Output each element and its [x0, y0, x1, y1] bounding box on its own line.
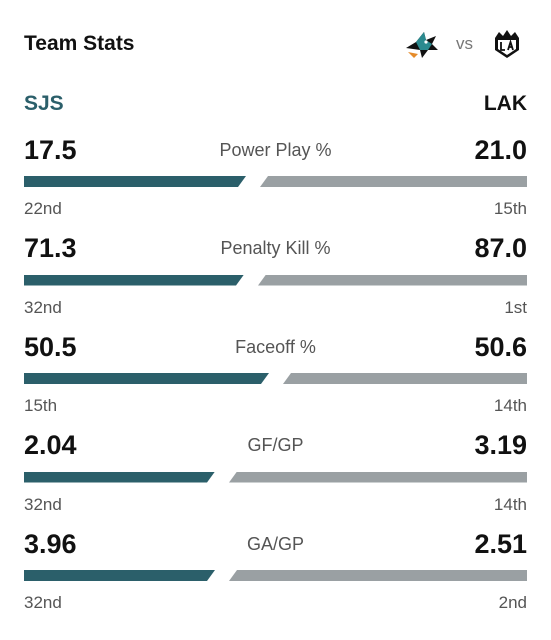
away-bar — [258, 274, 527, 286]
matchup: vs — [402, 24, 527, 64]
comparison-bar — [24, 176, 527, 187]
stat-label: Faceoff % — [235, 336, 316, 357]
vs-label: vs — [456, 34, 473, 53]
home-stat-value: 71.3 — [24, 233, 77, 263]
away-rank: 14th — [493, 396, 527, 415]
stat-label: Power Play % — [219, 139, 332, 160]
comparison-bar — [24, 274, 527, 286]
away-team-name: LAK — [483, 92, 527, 115]
home-bar — [24, 472, 215, 483]
home-stat-value: 50.5 — [24, 331, 77, 362]
stat-row-gf-gp: 2.04 GF/GP 3.19 32nd 14th — [24, 426, 527, 525]
home-rank: 15th — [24, 396, 58, 415]
away-rank: 2nd — [498, 593, 527, 612]
away-bar — [260, 176, 527, 187]
home-bar — [24, 275, 244, 286]
comparison-bar — [24, 570, 527, 581]
home-stat-value: 3.96 — [24, 528, 77, 559]
stat-row-faceoff: 50.5 Faceoff % 50.6 15th 14th — [24, 327, 527, 426]
stat-row-ga-gp: 3.96 GA/GP 2.51 32nd 2nd — [24, 524, 527, 623]
team-names: SJS LAK — [24, 90, 527, 118]
away-bar — [229, 570, 527, 581]
home-stat-value: 2.04 — [24, 430, 77, 460]
stat-row-power-play: 17.5 Power Play % 21.0 22nd 15th — [24, 130, 527, 229]
kings-logo-icon[interactable] — [487, 24, 527, 64]
home-team-name: SJS — [24, 92, 64, 115]
away-stat-value: 50.6 — [474, 331, 527, 362]
stat-label: GA/GP — [246, 533, 305, 554]
stat-label: Penalty Kill % — [220, 238, 331, 258]
stat-row-penalty-kill: 71.3 Penalty Kill % 87.0 32nd 1st — [24, 229, 527, 328]
away-stat-value: 3.19 — [474, 430, 527, 460]
comparison-bar — [24, 373, 527, 384]
home-rank: 32nd — [24, 297, 62, 317]
away-rank: 15th — [493, 199, 527, 218]
sharks-logo-icon[interactable] — [402, 24, 442, 64]
away-stat-value: 21.0 — [474, 134, 527, 165]
home-rank: 22nd — [24, 199, 62, 218]
stats-list: 17.5 Power Play % 21.0 22nd 15th 71.3 Pe… — [24, 130, 527, 623]
home-stat-value: 17.5 — [24, 134, 77, 165]
comparison-bar — [24, 471, 527, 483]
home-bar — [24, 176, 246, 187]
home-bar — [24, 373, 269, 384]
away-stat-value: 87.0 — [474, 233, 527, 263]
away-bar — [283, 373, 527, 384]
away-stat-value: 2.51 — [474, 528, 527, 559]
away-rank: 1st — [504, 297, 527, 317]
away-rank: 14th — [493, 494, 527, 514]
stat-label: GF/GP — [247, 435, 304, 455]
home-rank: 32nd — [24, 593, 62, 612]
home-bar — [24, 570, 215, 581]
card-header: Team Stats vs — [24, 24, 527, 64]
home-rank: 32nd — [24, 494, 62, 514]
card-title: Team Stats — [24, 32, 135, 55]
away-bar — [229, 471, 527, 483]
